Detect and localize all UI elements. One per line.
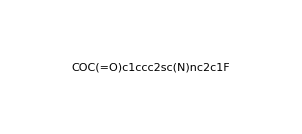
Text: COC(=O)c1ccc2sc(N)nc2c1F: COC(=O)c1ccc2sc(N)nc2c1F xyxy=(72,62,230,72)
